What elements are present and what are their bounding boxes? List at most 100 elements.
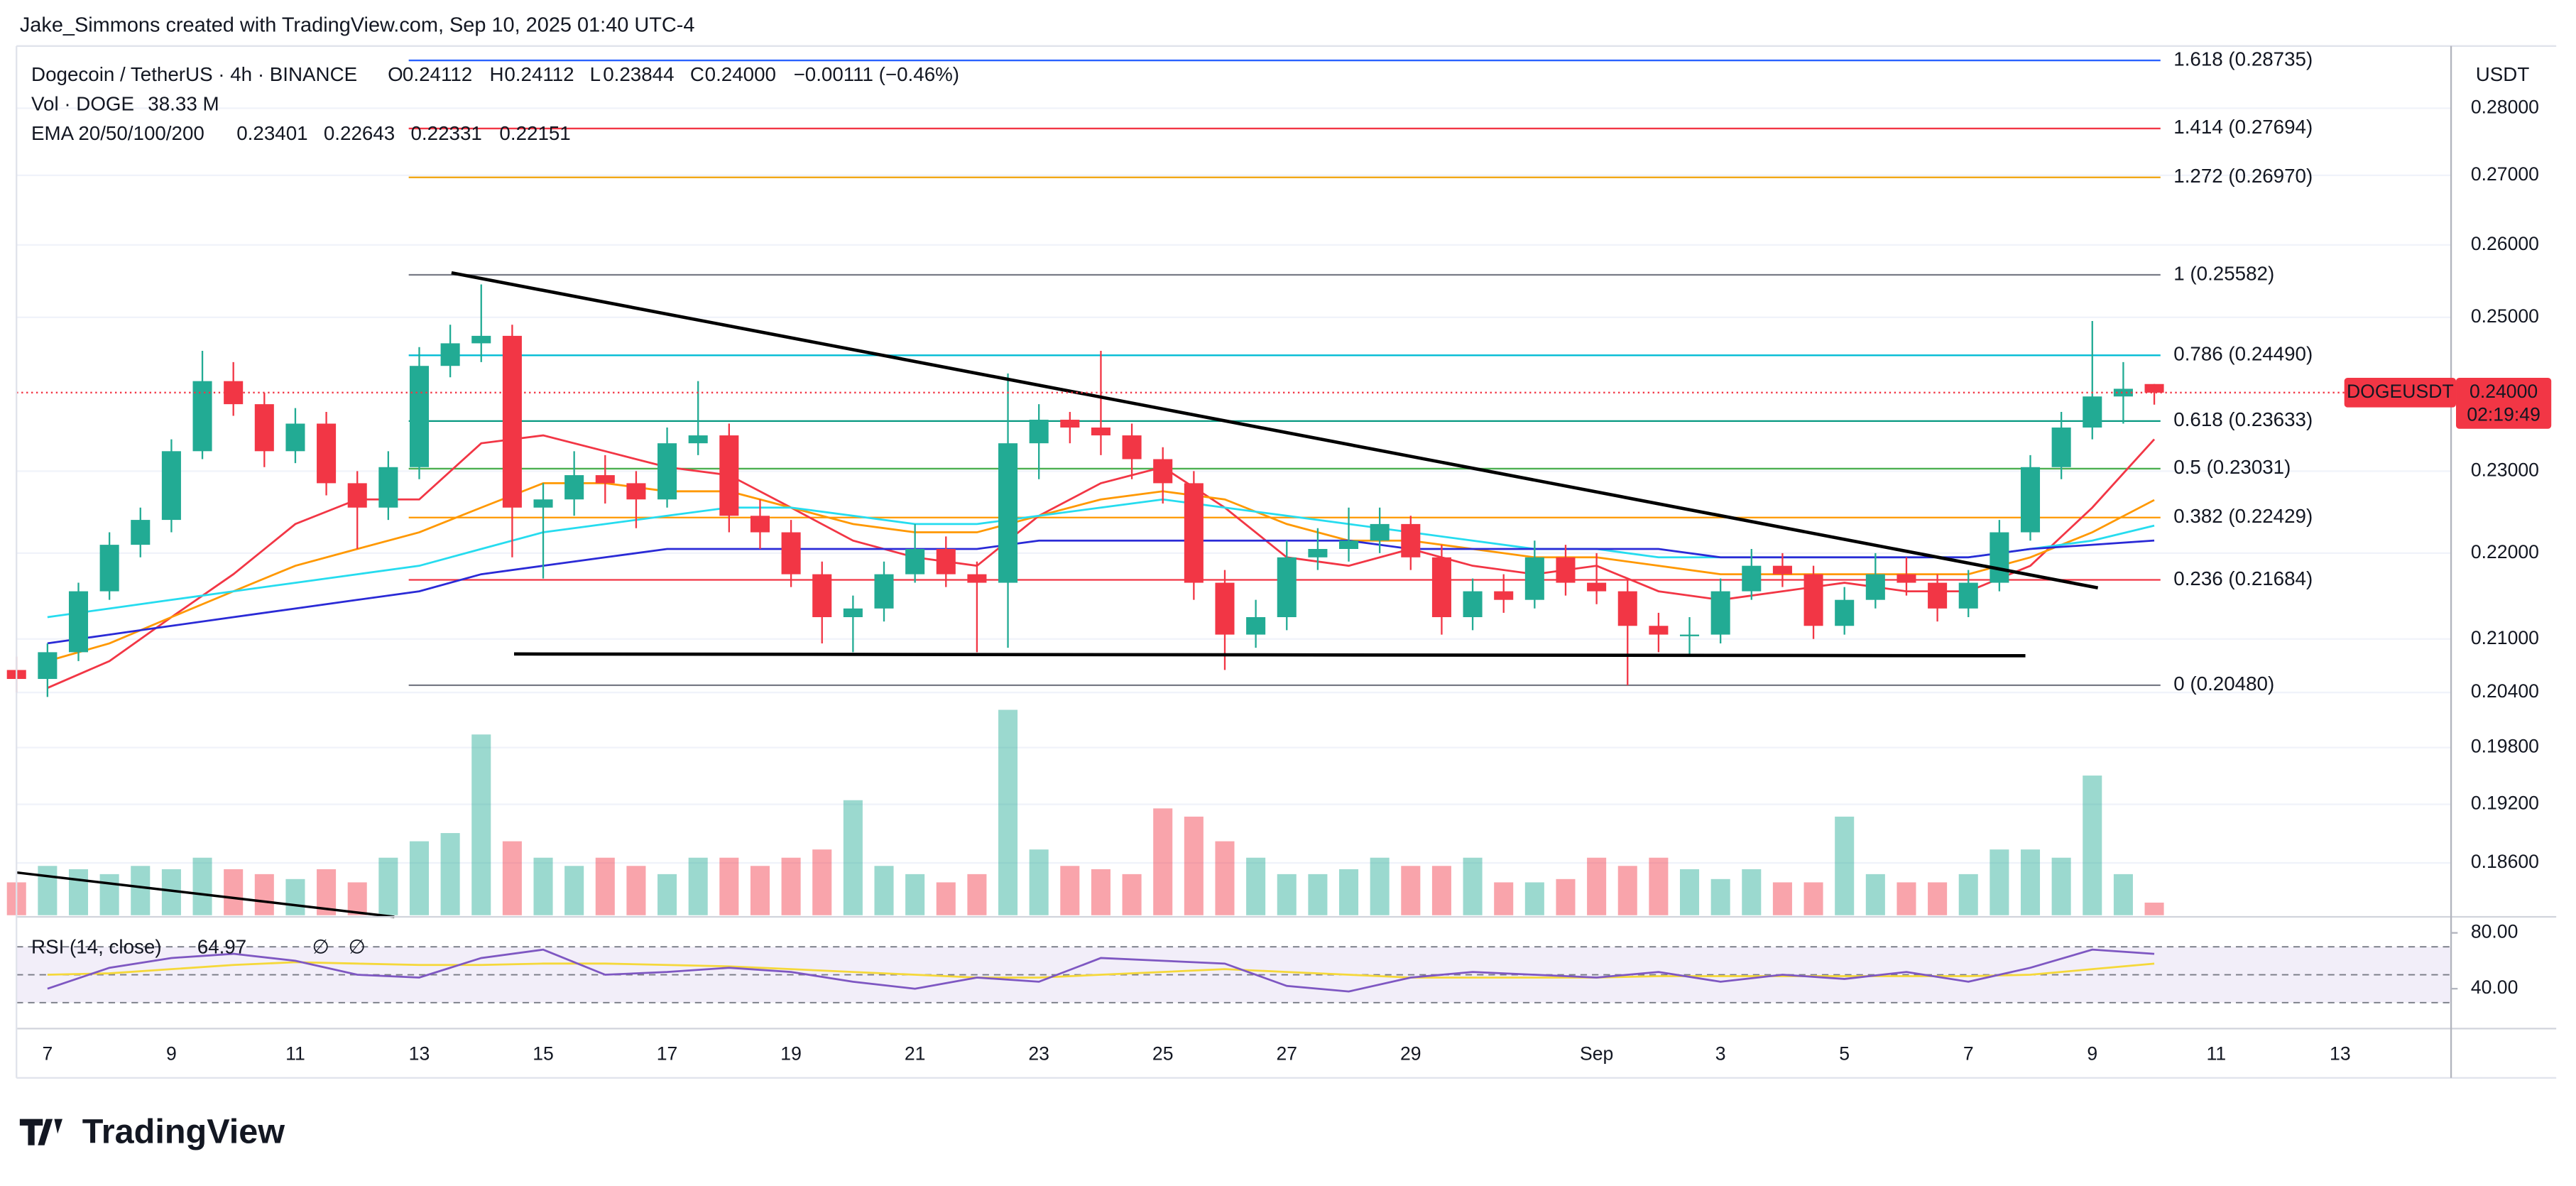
y-tick-label: 0.28000 bbox=[2471, 96, 2539, 117]
volume-bar bbox=[1029, 849, 1049, 915]
candle-body bbox=[1896, 574, 1916, 583]
x-tick-label: 11 bbox=[285, 1043, 305, 1064]
x-tick-label: 27 bbox=[1276, 1043, 1297, 1064]
candle-body bbox=[38, 652, 58, 680]
candle-body bbox=[843, 608, 863, 618]
volume-bar bbox=[1928, 882, 1948, 915]
candle-body bbox=[1679, 634, 1700, 636]
ohlc-prefix: O bbox=[388, 63, 403, 85]
candle-body bbox=[1835, 599, 1855, 626]
volume-bar bbox=[657, 874, 677, 915]
fib-label: 1.618 (0.28735) bbox=[2173, 48, 2313, 70]
volume-bar bbox=[1524, 882, 1544, 915]
volume-bar bbox=[471, 734, 491, 915]
volume-bar bbox=[1710, 878, 1730, 915]
y-tick-label: 0.21000 bbox=[2471, 627, 2539, 648]
logo-icon bbox=[19, 1119, 63, 1146]
candle-body bbox=[688, 435, 708, 444]
candle-body bbox=[1370, 523, 1390, 541]
symbol: Dogecoin / TetherUS · 4h · BINANCE bbox=[31, 63, 357, 85]
volume-bar bbox=[409, 841, 430, 915]
x-tick-label: 21 bbox=[905, 1043, 926, 1064]
x-tick-label: 7 bbox=[42, 1043, 53, 1064]
volume-bar bbox=[1122, 874, 1142, 915]
ohlc-prefix: H bbox=[490, 63, 504, 85]
volume-bar bbox=[1896, 882, 1916, 915]
x-tick-label: 25 bbox=[1152, 1043, 1174, 1064]
candle-body bbox=[1339, 540, 1359, 549]
volume-bar bbox=[1587, 857, 1607, 915]
candle-body bbox=[2020, 467, 2041, 533]
volume-bar bbox=[1060, 866, 1080, 915]
volume-bar bbox=[2020, 849, 2041, 915]
volume-bar bbox=[812, 849, 832, 915]
x-tick-label: 13 bbox=[409, 1043, 430, 1064]
candle-body bbox=[1587, 582, 1607, 592]
volume-legend: Vol · DOGE bbox=[31, 92, 134, 114]
y-tick-label: 0.27000 bbox=[2471, 163, 2539, 185]
rsi-pane bbox=[16, 932, 2458, 1003]
ohlc-prefix: L bbox=[590, 63, 601, 85]
candle-body bbox=[1494, 591, 1514, 600]
fib-label: 0.236 (0.21684) bbox=[2173, 567, 2313, 589]
fib-label: 0.618 (0.23633) bbox=[2173, 408, 2313, 430]
volume-bar bbox=[1958, 874, 1978, 915]
volume-bar bbox=[1556, 878, 1576, 915]
candle-body bbox=[2051, 428, 2071, 467]
candle-body bbox=[254, 404, 274, 452]
volume-bar bbox=[68, 869, 89, 915]
candle-body bbox=[1091, 428, 1110, 436]
volume-bar bbox=[224, 869, 244, 915]
ema-value: 0.23401 bbox=[236, 122, 307, 144]
candle-body bbox=[161, 451, 181, 521]
candle-body bbox=[781, 532, 801, 575]
y-tick-label: 0.18600 bbox=[2471, 851, 2539, 872]
x-tick-label: 17 bbox=[657, 1043, 678, 1064]
volume-bar bbox=[781, 857, 801, 915]
ohlc-value: 0.24112 bbox=[403, 63, 472, 85]
volume-bar bbox=[285, 878, 305, 915]
fib-label: 0.5 (0.23031) bbox=[2173, 456, 2291, 478]
x-tick-label: 29 bbox=[1400, 1043, 1421, 1064]
volume-bar bbox=[254, 874, 274, 915]
volume-bar bbox=[1184, 816, 1204, 915]
ema-layer bbox=[47, 434, 2156, 689]
ema-value: 0.22643 bbox=[324, 122, 395, 144]
candle-body bbox=[1401, 523, 1421, 557]
volume-bar bbox=[1431, 866, 1451, 915]
candle-body bbox=[502, 335, 522, 508]
volume-bar bbox=[1617, 866, 1637, 915]
candle-body bbox=[1277, 557, 1297, 618]
candle-body bbox=[626, 483, 646, 500]
y-tick-label: 0.19200 bbox=[2471, 793, 2539, 814]
x-tick-label: 13 bbox=[2330, 1043, 2351, 1064]
candle-body bbox=[1431, 557, 1451, 618]
candle-body bbox=[285, 423, 305, 452]
volume-bar bbox=[564, 866, 584, 915]
x-tick-label: 19 bbox=[780, 1043, 802, 1064]
volume-bar bbox=[1679, 869, 1700, 915]
volume-bar bbox=[1246, 857, 1266, 915]
volume-bar bbox=[2113, 874, 2133, 915]
price-tag-value: 0.24000 bbox=[2469, 381, 2538, 402]
candle-body bbox=[1060, 420, 1080, 428]
fib-label: 1.272 (0.26970) bbox=[2173, 165, 2313, 187]
y-tick-label: 0.25000 bbox=[2471, 305, 2539, 327]
x-tick-label: 7 bbox=[1963, 1043, 1974, 1064]
price-tag-countdown: 02:19:49 bbox=[2467, 403, 2540, 425]
rsi-band bbox=[16, 947, 2452, 1003]
rsi-value: 64.97 bbox=[197, 935, 246, 957]
legend: Jake_Simmons created with TradingView.co… bbox=[20, 14, 2530, 958]
volume-bar bbox=[1091, 869, 1110, 915]
volume-bar bbox=[1803, 882, 1823, 915]
candle-body bbox=[440, 343, 460, 366]
fib-layer: 1.618 (0.28735) 1.414 (0.27694) 1.272 (0.2… bbox=[408, 48, 2313, 695]
volume-trendline bbox=[16, 871, 395, 918]
volume-bar bbox=[688, 857, 708, 915]
x-tick-label: 9 bbox=[166, 1043, 177, 1064]
candle-body bbox=[317, 423, 337, 484]
volume-bar bbox=[1494, 882, 1514, 915]
volume-bar bbox=[1742, 869, 1762, 915]
candle-body bbox=[936, 548, 956, 575]
candle-body bbox=[874, 574, 894, 609]
